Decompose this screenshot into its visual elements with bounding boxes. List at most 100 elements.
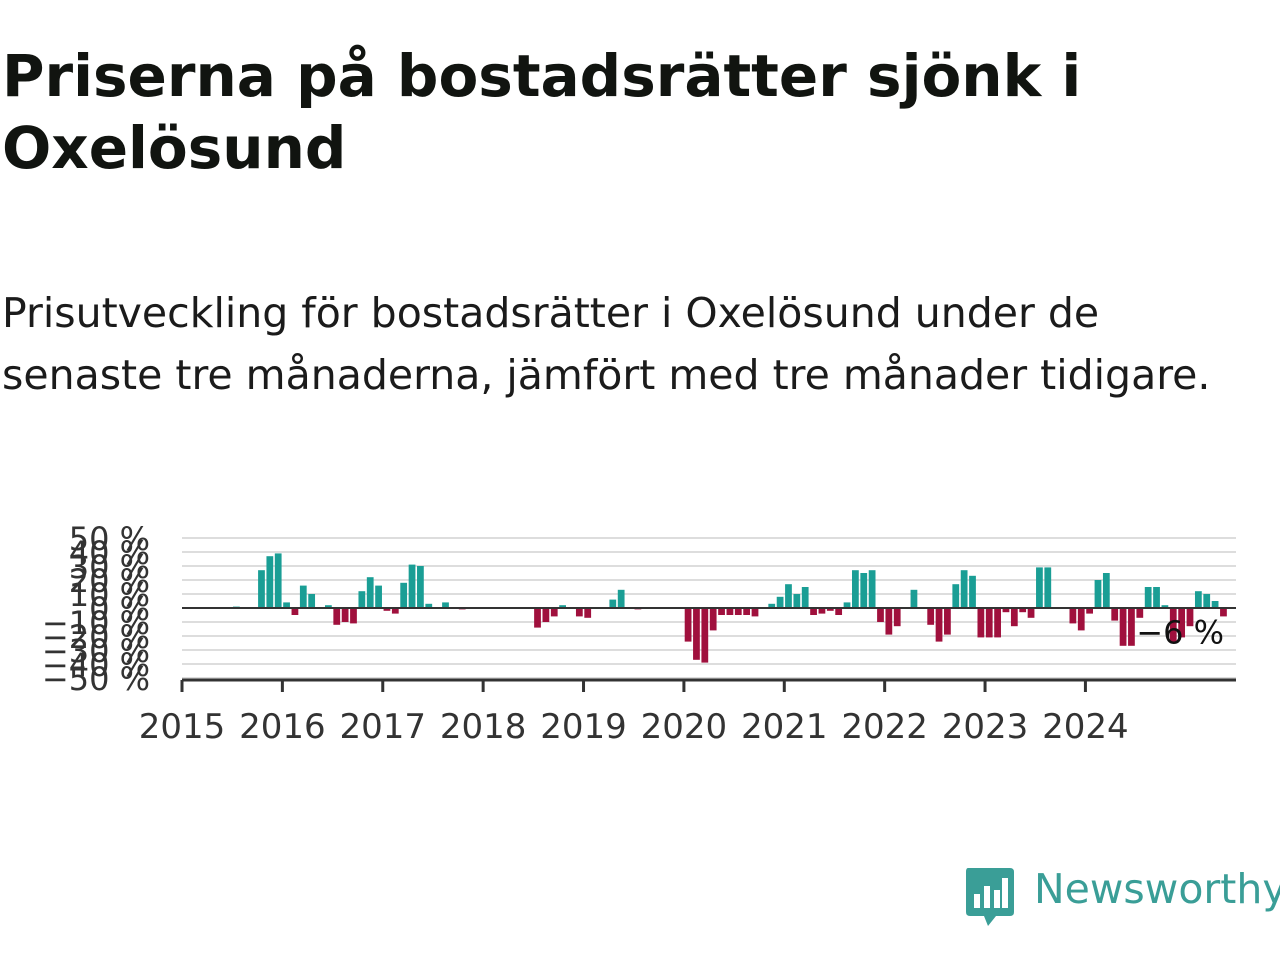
bar bbox=[417, 566, 424, 608]
bar bbox=[893, 608, 901, 627]
bar bbox=[1153, 587, 1160, 608]
bar bbox=[1194, 591, 1202, 608]
bar bbox=[969, 575, 976, 608]
bar bbox=[1086, 608, 1093, 614]
bar bbox=[375, 585, 382, 608]
bar bbox=[1136, 608, 1144, 618]
bar bbox=[617, 589, 625, 608]
bar bbox=[1186, 608, 1194, 627]
bar bbox=[726, 608, 734, 615]
bar bbox=[609, 599, 617, 608]
labels: 50 %40 %30 %20 %10 %0 %−10 %−20 %−30 %−4… bbox=[42, 520, 1224, 747]
newsworthy-logo: Newsworthy bbox=[962, 862, 1280, 928]
y-tick-label: 0 % bbox=[89, 590, 150, 628]
bar bbox=[550, 608, 558, 617]
x-tick-label: 2022 bbox=[841, 707, 928, 747]
bar bbox=[1203, 594, 1211, 608]
bar bbox=[308, 594, 316, 608]
y-tick-label: 50 % bbox=[69, 520, 150, 558]
bar bbox=[425, 603, 433, 608]
bar bbox=[693, 608, 700, 660]
bar bbox=[341, 608, 349, 622]
y-tick-label: 20 % bbox=[69, 562, 150, 600]
bar bbox=[768, 603, 776, 608]
bars bbox=[232, 553, 1227, 663]
y-tick-label: −10 % bbox=[42, 604, 150, 642]
bar bbox=[985, 608, 993, 638]
bar bbox=[1002, 608, 1010, 613]
bar bbox=[944, 608, 951, 635]
bar bbox=[785, 584, 792, 608]
bar bbox=[910, 589, 918, 608]
bar bbox=[801, 587, 809, 608]
bar bbox=[843, 602, 851, 608]
logo-text: Newsworthy bbox=[1034, 865, 1280, 913]
bar bbox=[826, 608, 834, 611]
y-tick-label: −40 % bbox=[42, 646, 150, 684]
bar bbox=[860, 573, 868, 608]
bar bbox=[299, 585, 307, 608]
bar bbox=[1111, 608, 1119, 621]
bar bbox=[1178, 608, 1186, 638]
bar bbox=[584, 608, 592, 618]
bar bbox=[1010, 608, 1018, 627]
bar bbox=[1128, 608, 1135, 646]
x-tick-label: 2018 bbox=[440, 707, 527, 747]
bar bbox=[1169, 608, 1177, 643]
bar bbox=[684, 608, 692, 642]
bar bbox=[350, 608, 357, 624]
bar bbox=[383, 608, 391, 611]
bar bbox=[442, 602, 449, 608]
bar bbox=[575, 608, 583, 617]
bar bbox=[751, 608, 759, 617]
bar bbox=[366, 577, 374, 608]
bar bbox=[734, 608, 742, 615]
bar bbox=[877, 608, 884, 622]
y-tick-label: −30 % bbox=[42, 632, 150, 670]
bar bbox=[1044, 567, 1052, 608]
bar bbox=[391, 608, 399, 614]
bar bbox=[1069, 608, 1077, 624]
bar bbox=[534, 608, 541, 628]
bar-chart-speech-bubble-icon bbox=[966, 868, 1014, 926]
y-tick-label: 40 % bbox=[69, 534, 150, 572]
bar-chart: 50 %40 %30 %20 %10 %0 %−10 %−20 %−30 %−4… bbox=[42, 520, 1236, 747]
bar bbox=[701, 608, 709, 663]
y-tick-label: 30 % bbox=[69, 548, 150, 586]
axes bbox=[180, 607, 1236, 692]
x-tick-label: 2016 bbox=[239, 707, 326, 747]
x-tick-label: 2015 bbox=[139, 707, 226, 747]
bar bbox=[258, 570, 265, 608]
bar bbox=[810, 608, 817, 615]
x-tick-label: 2017 bbox=[339, 707, 426, 747]
bar bbox=[927, 608, 935, 625]
bar bbox=[408, 564, 416, 608]
bar bbox=[743, 608, 751, 615]
bar bbox=[559, 605, 566, 608]
bar bbox=[718, 608, 725, 615]
bar bbox=[1102, 573, 1110, 608]
bar bbox=[1027, 608, 1035, 618]
y-tick-label: 10 % bbox=[69, 576, 150, 614]
bar bbox=[400, 582, 408, 608]
bar bbox=[868, 570, 876, 608]
bar bbox=[358, 591, 366, 608]
bar bbox=[1019, 608, 1027, 613]
bar bbox=[818, 608, 826, 614]
bar bbox=[283, 602, 290, 608]
bar bbox=[1094, 580, 1102, 608]
bar bbox=[1211, 601, 1219, 608]
bar bbox=[709, 608, 717, 631]
bar bbox=[1119, 608, 1127, 646]
bar bbox=[994, 608, 1001, 638]
x-tick-label: 2020 bbox=[641, 707, 728, 747]
bar bbox=[960, 570, 968, 608]
gridlines bbox=[182, 537, 1236, 679]
bar bbox=[835, 608, 843, 615]
bar bbox=[325, 605, 332, 608]
bar bbox=[291, 608, 299, 615]
bar bbox=[266, 556, 274, 608]
x-tick-label: 2021 bbox=[741, 707, 828, 747]
bar bbox=[1161, 605, 1169, 608]
chart-subtitle: Prisutveckling för bostadsrätter i Oxelö… bbox=[2, 289, 1211, 399]
